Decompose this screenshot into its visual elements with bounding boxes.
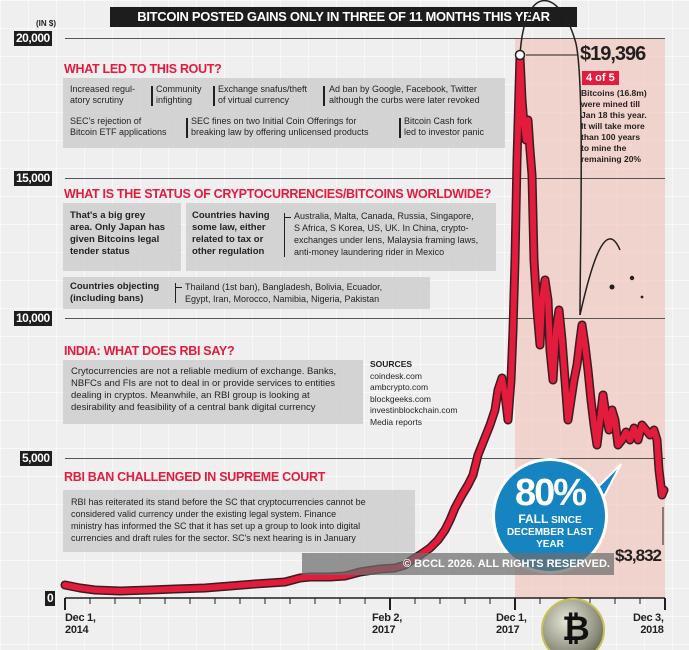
copyright-watermark: © BCCL 2026. ALL RIGHTS RESERVED. — [302, 553, 614, 575]
grey-area-text: That's a big grey area. Only Japan has gi… — [70, 210, 166, 257]
fall-caption: FALL SINCE — [518, 512, 582, 526]
law-country-list: Australia, Malta, Canada, Russia, Singap… — [294, 211, 479, 257]
low-value-label: $3,832 — [615, 546, 662, 565]
chart-title: BITCOIN POSTED GAINS ONLY IN THREE OF 11… — [110, 7, 577, 27]
court-heading: RBI BAN CHALLENGED IN SUPREME COURT — [64, 470, 326, 484]
x-tick-dec-2014: Dec 1, 2014 — [65, 612, 96, 636]
bitcoin-coin-icon: ₿ — [541, 598, 605, 650]
objecting-box: Countries objecting (including bans) Thai… — [63, 277, 430, 309]
divider — [186, 118, 188, 138]
x-tick-dec-2018: Dec 3, 2018 — [633, 612, 664, 636]
rout-heading: WHAT LED TO THIS ROUT? — [64, 62, 222, 76]
bracket-tick — [175, 287, 182, 288]
mined-note: Bitcoins (16.8m) were mined till Jan 18 th… — [581, 88, 647, 164]
rout-box: Increased regul-atory scrutiny Community… — [63, 78, 505, 148]
source-item: Media reports — [370, 416, 422, 427]
divider — [323, 86, 325, 106]
court-text: RBI has reiterated its stand before the … — [71, 497, 366, 543]
y-tick-10000: 10,000 — [14, 311, 52, 326]
rout-item-4: Ad ban by Google, Facebook, Twitter altho… — [329, 84, 480, 105]
source-item: coindesk.com — [370, 370, 422, 381]
law-label: Countries having some law, either related… — [192, 210, 270, 257]
sources-heading: SOURCES — [370, 359, 413, 369]
gridline-20000 — [65, 38, 665, 39]
sources-list: SOURCES coindesk.com ambcrypto.com block… — [370, 359, 457, 428]
y-axis-unit: (IN $) — [36, 19, 56, 28]
india-text: Crytocurrencies are not a reliable mediu… — [71, 366, 337, 413]
objecting-label: Countries objecting (including bans) — [70, 281, 160, 304]
divider — [399, 118, 401, 138]
peak-value-label: $19,396 — [580, 43, 646, 65]
gridline-15000 — [65, 178, 665, 179]
grey-area-box: That's a big grey area. Only Japan has gi… — [63, 203, 181, 271]
india-box: Crytocurrencies are not a reliable mediu… — [63, 360, 363, 424]
source-item: investinblockchain.com — [370, 405, 458, 415]
gridline-10000 — [65, 318, 665, 319]
source-item: ambcrypto.com — [370, 382, 429, 392]
bracket-tick — [284, 217, 291, 218]
x-tick-dec-2017: Dec 1, 2017 — [496, 612, 527, 636]
gridline-5000 — [65, 458, 665, 459]
fall-percentage: 80% — [514, 472, 587, 514]
bracket — [284, 213, 285, 257]
divider — [151, 86, 153, 106]
rout-item-3: Exchange snafus/theft of virtual currency — [218, 84, 308, 105]
y-tick-0: 0 — [45, 591, 56, 606]
peak-marker — [514, 49, 526, 61]
bracket — [175, 283, 176, 303]
x-tick-feb-2017: Feb 2, 2017 — [372, 612, 402, 636]
rout-item-2: Community infighting — [156, 84, 202, 105]
status-heading: WHAT IS THE STATUS OF CRYPTOCURRENCIES/B… — [64, 187, 492, 201]
y-tick-20000: 20,000 — [14, 31, 52, 46]
objecting-country-list: Thailand (1st ban), Bangladesh, Bolivia,… — [185, 282, 383, 304]
mined-badge: 4 of 5 — [582, 71, 619, 85]
law-box: Countries having some law, either related… — [186, 203, 496, 271]
rout-item-1: Increased regul-atory scrutiny — [70, 84, 136, 105]
rout-item-7: Bitcoin Cash fork led to investor panic — [404, 116, 485, 137]
source-item: blockgeeks.com — [370, 393, 431, 404]
india-heading: INDIA: WHAT DOES RBI SAY? — [64, 344, 235, 358]
y-tick-15000: 15,000 — [14, 171, 52, 186]
divider — [213, 86, 215, 106]
y-tick-5000: 5,000 — [20, 451, 52, 466]
court-box: RBI has reiterated its stand before the … — [63, 490, 415, 552]
bounce-arc-small — [579, 238, 621, 316]
rout-item-6: SEC fines on two Initial Coin Offerings … — [191, 116, 369, 137]
bounce-arc — [519, 0, 582, 316]
rout-item-5: SEC's rejection of Bitcoin ETF applicatio… — [70, 116, 167, 137]
